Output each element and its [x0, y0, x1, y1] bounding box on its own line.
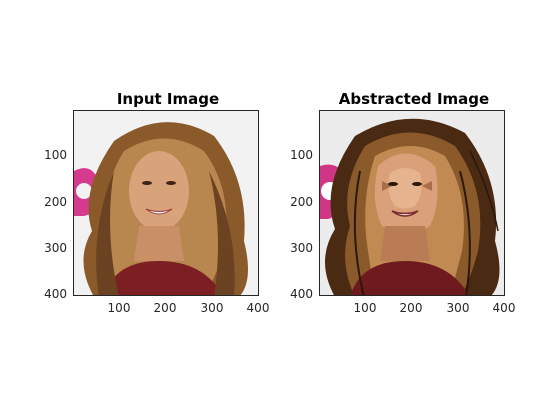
- abstracted-image-panel: Abstracted Image: [290, 90, 515, 315]
- input-portrait-image: [74, 111, 258, 295]
- input-image-title: Input Image: [116, 90, 220, 108]
- abstracted-image-title: Abstracted Image: [338, 90, 490, 108]
- x-tick-label: 200: [399, 301, 423, 315]
- x-tick-label: 100: [107, 301, 131, 315]
- input-image-axes[interactable]: [73, 110, 259, 296]
- y-tick-label: 300: [290, 241, 313, 255]
- y-tick-label: 200: [44, 195, 67, 209]
- x-tick-label: 400: [246, 301, 270, 315]
- y-tick-label: 300: [44, 241, 67, 255]
- y-tick-label: 100: [290, 148, 313, 162]
- y-tick-label: 400: [290, 287, 313, 301]
- y-tick-label: 400: [44, 287, 67, 301]
- x-tick-label: 100: [353, 301, 377, 315]
- x-tick-label: 300: [200, 301, 224, 315]
- x-tick-label: 400: [492, 301, 516, 315]
- abstracted-portrait-image: [320, 111, 504, 295]
- input-image-panel: Input Image 100 200 300 400: [44, 90, 269, 315]
- y-tick-label: 200: [290, 195, 313, 209]
- x-tick-label: 300: [446, 301, 470, 315]
- x-tick-label: 200: [153, 301, 177, 315]
- abstracted-image-axes[interactable]: [319, 110, 505, 296]
- y-tick-label: 100: [44, 148, 67, 162]
